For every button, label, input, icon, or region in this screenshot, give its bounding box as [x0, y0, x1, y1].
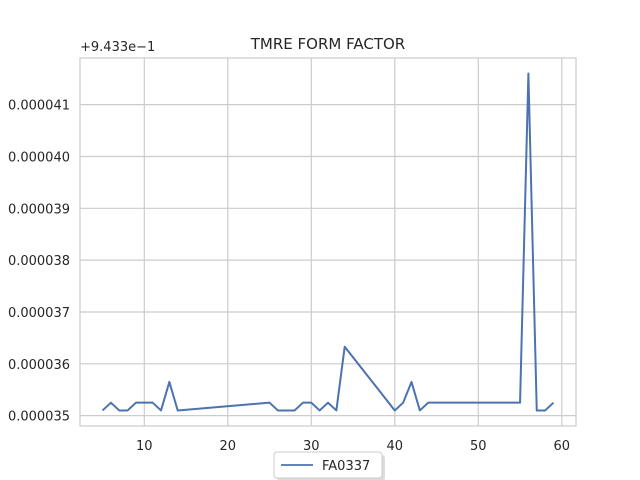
y-tick-label: 0.000040	[8, 150, 70, 165]
x-tick-label: 60	[554, 439, 571, 454]
y-axis-offset-label: +9.433e−1	[80, 40, 155, 55]
legend-label-fa0337: FA0337	[322, 459, 370, 474]
x-tick-label: 20	[220, 439, 237, 454]
legend: FA0337	[273, 451, 385, 480]
y-tick-label: 0.000039	[8, 202, 70, 217]
y-tick-label: 0.000036	[8, 358, 70, 373]
y-tick-label: 0.000038	[8, 254, 70, 269]
y-tick-label: 0.000035	[8, 410, 70, 425]
chart-title: TMRE FORM FACTOR	[250, 35, 405, 53]
y-axis-ticks: 0.000035 0.000036 0.000037 0.000038 0.000039…	[8, 99, 70, 425]
x-axis-ticks: 10 20 30 40 50 60	[136, 439, 570, 454]
x-tick-label: 30	[303, 439, 320, 454]
x-tick-label: 40	[387, 439, 404, 454]
plot-frame	[79, 57, 577, 427]
x-tick-label: 10	[136, 439, 153, 454]
y-tick-label: 0.000041	[8, 99, 70, 114]
y-tick-label: 0.000037	[8, 306, 70, 321]
series-line-fa0337	[101, 72, 555, 412]
series-group	[101, 72, 555, 412]
x-tick-label: 50	[470, 439, 487, 454]
legend-box	[273, 451, 383, 479]
grid-lines	[80, 58, 576, 426]
